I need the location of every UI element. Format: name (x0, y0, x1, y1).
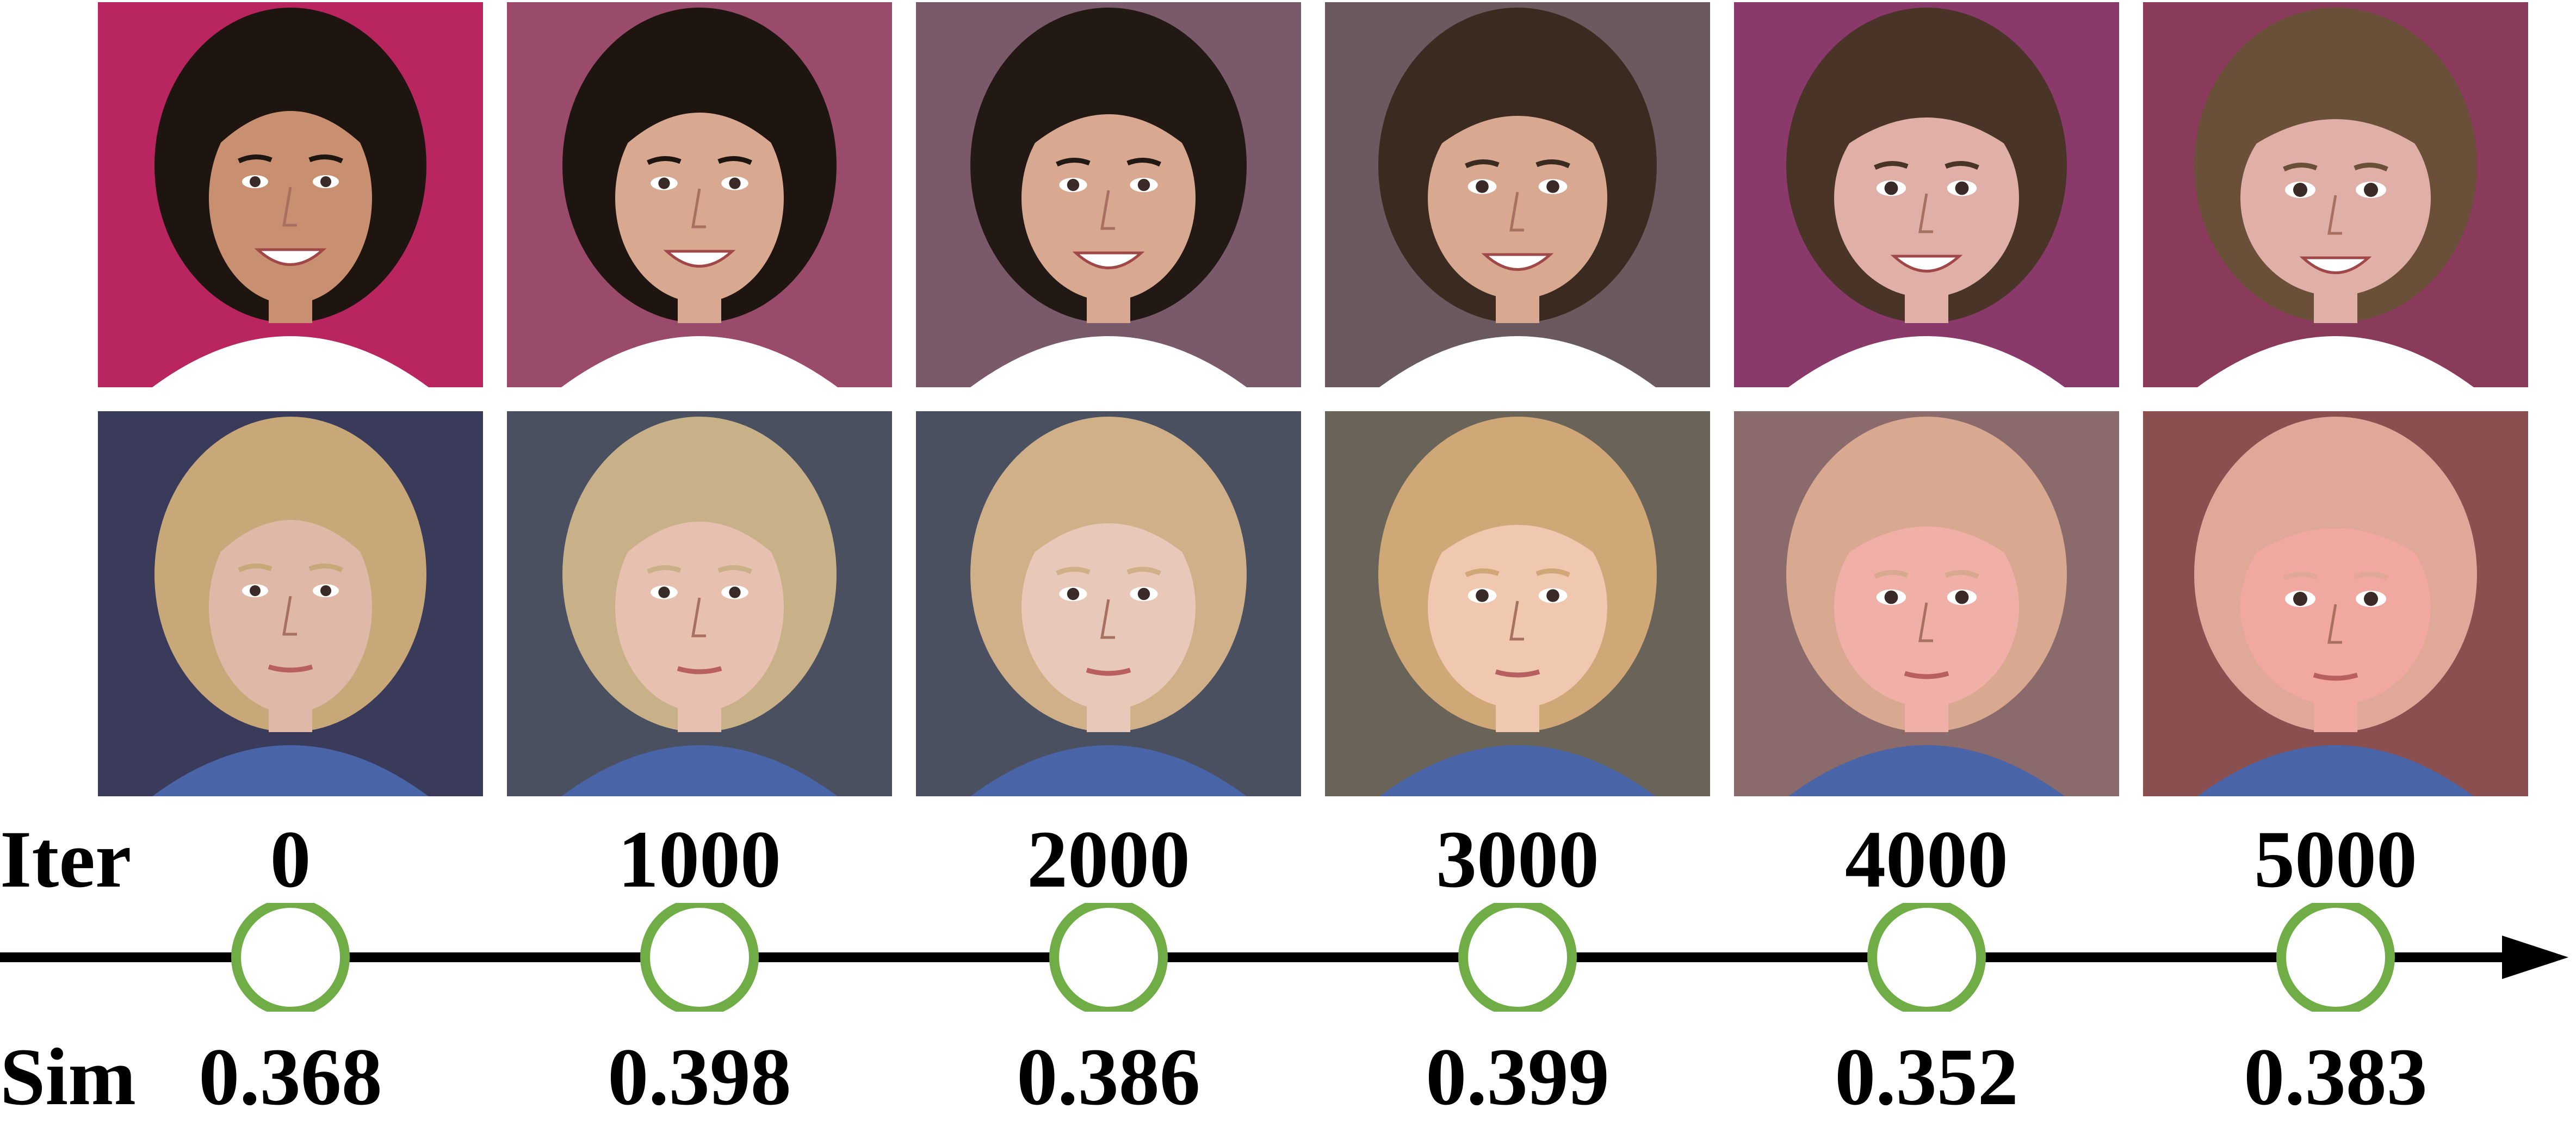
face-image-girl-to-toddler-5 (2143, 411, 2528, 796)
sim-value-0: 0.368 (199, 1032, 382, 1122)
iter-value-2: 2000 (1027, 814, 1190, 905)
iter-value-1: 1000 (618, 814, 781, 905)
iter-value-3: 3000 (1436, 814, 1599, 905)
face-image-woman-to-child-2 (916, 2, 1301, 387)
face-image-woman-to-child-3 (1325, 2, 1710, 387)
timeline-node-4 (1867, 903, 1986, 1012)
face-image-girl-to-toddler-1 (507, 411, 892, 796)
timeline-node-1 (640, 903, 759, 1012)
face-image-girl-to-toddler-0 (98, 411, 483, 796)
sim-value-3: 0.399 (1426, 1032, 1609, 1122)
timeline-node-3 (1458, 903, 1577, 1012)
sim-value-4: 0.352 (1835, 1032, 2018, 1122)
iter-value-0: 0 (270, 814, 311, 905)
sim-value-1: 0.398 (608, 1032, 791, 1122)
face-image-woman-to-child-1 (507, 2, 892, 387)
timeline-arrowhead (2502, 936, 2568, 979)
sim-row-label: Sim (0, 1032, 137, 1122)
sim-value-2: 0.386 (1017, 1032, 1200, 1122)
face-image-woman-to-child-5 (2143, 2, 2528, 387)
iter-row-label: Iter (0, 814, 132, 905)
face-image-girl-to-toddler-4 (1734, 411, 2119, 796)
timeline-node-5 (2276, 903, 2395, 1012)
iter-value-4: 4000 (1845, 814, 2008, 905)
iteration-timeline (0, 903, 2568, 1012)
face-image-woman-to-child-0 (98, 2, 483, 387)
face-image-girl-to-toddler-3 (1325, 411, 1710, 796)
face-image-woman-to-child-4 (1734, 2, 2119, 387)
timeline-node-0 (231, 903, 350, 1012)
face-image-girl-to-toddler-2 (916, 411, 1301, 796)
timeline-node-2 (1049, 903, 1168, 1012)
iter-value-5: 5000 (2254, 814, 2417, 905)
sim-value-5: 0.383 (2244, 1032, 2428, 1122)
